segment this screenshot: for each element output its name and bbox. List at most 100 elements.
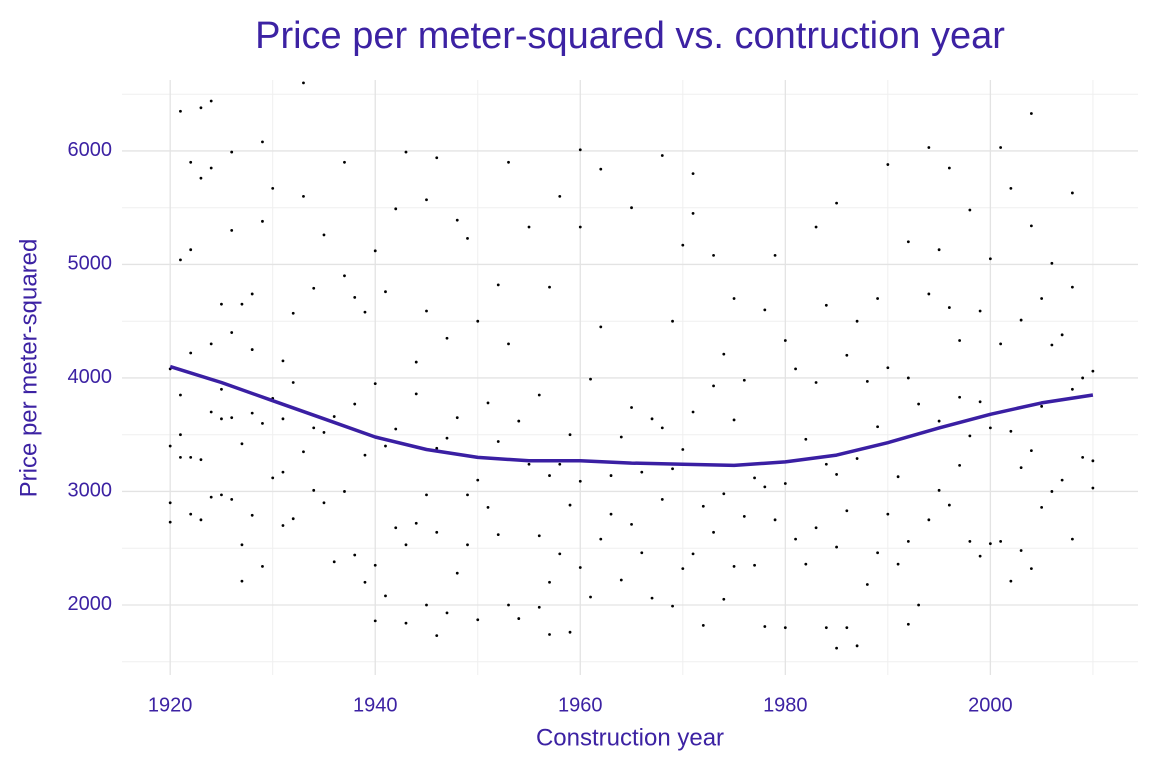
point xyxy=(896,562,900,566)
point xyxy=(701,504,705,508)
point xyxy=(691,410,695,414)
point xyxy=(281,524,285,527)
point xyxy=(906,622,910,626)
point xyxy=(927,518,931,522)
point xyxy=(886,366,890,370)
point xyxy=(230,498,234,501)
point xyxy=(681,243,685,247)
point xyxy=(353,553,357,557)
smooth-line xyxy=(169,364,1094,468)
point xyxy=(1009,579,1013,583)
point xyxy=(681,567,685,571)
point xyxy=(691,211,695,215)
point xyxy=(835,646,838,650)
point xyxy=(835,545,838,549)
point xyxy=(343,490,346,493)
point xyxy=(794,537,797,541)
point xyxy=(865,583,869,586)
point xyxy=(589,595,592,599)
point xyxy=(804,562,808,566)
point xyxy=(630,406,633,409)
point xyxy=(404,621,408,625)
point xyxy=(947,503,951,507)
point xyxy=(507,342,510,346)
point xyxy=(517,419,521,423)
point xyxy=(814,225,818,229)
point xyxy=(425,309,428,313)
point xyxy=(701,623,705,627)
point xyxy=(373,563,377,567)
point xyxy=(609,512,613,516)
point xyxy=(968,208,972,212)
point xyxy=(455,571,459,575)
point xyxy=(1091,459,1095,463)
point xyxy=(835,473,838,476)
point xyxy=(660,154,664,157)
point xyxy=(445,436,449,440)
point xyxy=(814,526,818,530)
point xyxy=(619,435,623,439)
point xyxy=(199,106,203,110)
point xyxy=(1091,486,1095,490)
point xyxy=(917,603,921,607)
point xyxy=(578,225,582,229)
point xyxy=(814,381,818,384)
point xyxy=(845,353,849,357)
point xyxy=(722,352,726,356)
point xyxy=(179,393,182,397)
point xyxy=(476,618,480,622)
y-tick-label: 3000 xyxy=(68,480,113,502)
point xyxy=(271,186,275,190)
point xyxy=(220,493,223,497)
point xyxy=(445,611,449,615)
point xyxy=(496,533,500,536)
point xyxy=(199,176,203,180)
point xyxy=(958,395,962,399)
point xyxy=(937,248,941,252)
point xyxy=(958,339,962,342)
point xyxy=(384,290,387,294)
point xyxy=(1070,191,1074,195)
point xyxy=(722,492,726,496)
point xyxy=(261,140,264,144)
point xyxy=(425,198,428,202)
point xyxy=(640,551,644,555)
point xyxy=(1009,429,1013,433)
point xyxy=(1040,505,1044,509)
point xyxy=(548,633,551,636)
point xyxy=(630,206,633,210)
x-tick-label: 1940 xyxy=(353,694,398,716)
point xyxy=(681,448,685,451)
point xyxy=(578,479,582,483)
point xyxy=(589,377,592,381)
point xyxy=(332,560,336,564)
point xyxy=(189,351,193,355)
point xyxy=(250,513,254,517)
point xyxy=(783,482,787,485)
point xyxy=(425,493,428,497)
chart-title: Price per meter-squared vs. contruction … xyxy=(255,15,1005,57)
point xyxy=(353,402,357,406)
point xyxy=(855,644,859,648)
point xyxy=(199,458,203,462)
point xyxy=(343,160,346,164)
point xyxy=(763,485,767,489)
point xyxy=(271,476,275,480)
point xyxy=(906,240,910,244)
point xyxy=(230,416,234,420)
point xyxy=(599,537,603,541)
point xyxy=(537,393,541,397)
point xyxy=(537,534,541,538)
point xyxy=(1081,376,1085,380)
point xyxy=(548,580,551,584)
point xyxy=(886,163,890,166)
point xyxy=(968,434,972,438)
point xyxy=(640,470,644,474)
point xyxy=(394,526,398,530)
point xyxy=(168,444,172,448)
point xyxy=(999,342,1003,346)
x-axis-title: Construction year xyxy=(536,724,724,751)
point xyxy=(855,457,859,460)
point xyxy=(691,552,695,556)
point xyxy=(1091,369,1095,373)
